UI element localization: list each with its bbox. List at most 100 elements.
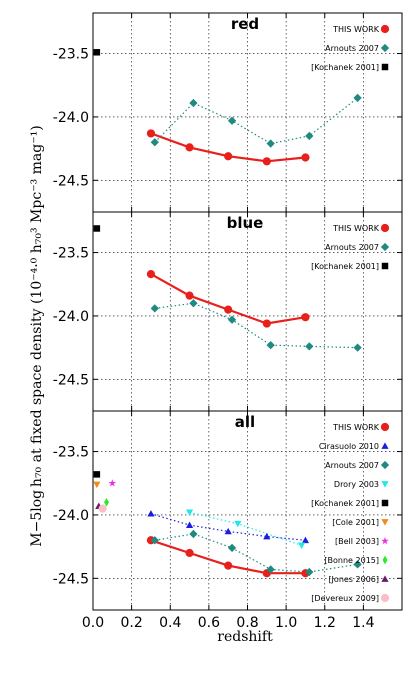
data-point-arnouts-2007 bbox=[227, 116, 237, 125]
x-tick-label: 0.4 bbox=[159, 615, 181, 631]
legend-marker-cole-2001 bbox=[381, 519, 389, 526]
data-point-arnouts-2007 bbox=[305, 131, 314, 141]
x-tick-label: 0.6 bbox=[198, 615, 220, 631]
y-axis-label: M−5log h₇₀ at fixed space density (10⁻⁴·… bbox=[29, 125, 45, 546]
series-line-drory-2003 bbox=[189, 511, 302, 546]
data-point-drory-2003 bbox=[234, 520, 242, 528]
legend-marker-arnouts-2007 bbox=[380, 242, 390, 252]
legend-marker-bell-2003 bbox=[381, 537, 389, 545]
data-point-this-work bbox=[262, 319, 271, 328]
data-point-devereux-2009 bbox=[98, 504, 107, 513]
data-point-bonne-2015 bbox=[103, 497, 110, 507]
legend-marker-cirasuolo-2010 bbox=[381, 442, 389, 449]
y-tick-label: -24.0 bbox=[53, 309, 89, 325]
data-point-cirasuolo-2010 bbox=[224, 527, 232, 535]
data-point-this-work bbox=[185, 143, 194, 152]
data-point-kochanek-2001 bbox=[93, 49, 101, 56]
legend-label-kochanek-2001: [Kochanek 2001] bbox=[311, 63, 379, 72]
y-tick-label: -24.5 bbox=[53, 372, 89, 388]
legend-label-this-work: THIS WORK bbox=[332, 25, 380, 34]
data-point-this-work bbox=[224, 305, 233, 314]
data-point-bell-2003 bbox=[108, 479, 117, 487]
data-point-kochanek-2001 bbox=[93, 225, 101, 232]
data-point-arnouts-2007 bbox=[266, 565, 275, 574]
data-point-arnouts-2007 bbox=[227, 315, 237, 324]
legend-marker-jones-2006 bbox=[381, 575, 389, 582]
data-point-this-work bbox=[224, 561, 233, 570]
panel-red: -23.5 -24.0 -24.5 red THIS WORK Arnouts 2007 [… bbox=[53, 12, 403, 213]
legend-marker-arnouts-2007 bbox=[380, 460, 390, 470]
x-tick-label: 0.0 bbox=[82, 615, 104, 631]
data-point-cirasuolo-2010 bbox=[301, 536, 310, 544]
legend-label-jones-2006: [Jones 2006] bbox=[328, 575, 379, 584]
legend-marker-devereux-2009 bbox=[380, 593, 390, 603]
data-point-arnouts-2007 bbox=[353, 560, 362, 569]
data-point-this-work bbox=[301, 153, 310, 162]
data-point-this-work bbox=[224, 152, 233, 161]
series-line-arnouts-2007 bbox=[154, 302, 358, 349]
x-tick-label: 0.2 bbox=[120, 615, 142, 631]
y-tick-label: -24.5 bbox=[53, 571, 89, 587]
legend-marker-drory-2003 bbox=[381, 481, 389, 488]
data-point-cole-2001 bbox=[93, 481, 101, 489]
data-point-drory-2003 bbox=[185, 509, 194, 517]
data-point-arnouts-2007 bbox=[353, 93, 362, 103]
panel-frame bbox=[92, 410, 403, 611]
x-tick-label: 1.4 bbox=[352, 615, 374, 631]
y-tick-label: -24.0 bbox=[53, 508, 89, 524]
data-point-arnouts-2007 bbox=[227, 543, 237, 553]
legend-label-arnouts-2007: Arnouts 2007 bbox=[325, 461, 379, 470]
legend-marker-this-work bbox=[380, 223, 390, 233]
legend-marker-bonne-2015 bbox=[382, 555, 388, 565]
x-tick-label: 1.2 bbox=[314, 615, 336, 631]
panel-title: blue bbox=[227, 214, 264, 232]
data-point-arnouts-2007 bbox=[305, 567, 314, 577]
legend-label-drory-2003: Drory 2003 bbox=[334, 480, 379, 489]
legend-marker-arnouts-2007 bbox=[380, 43, 390, 53]
data-point-cirasuolo-2010 bbox=[147, 510, 155, 517]
data-point-arnouts-2007 bbox=[353, 343, 362, 352]
legend-marker-kochanek-2001 bbox=[381, 499, 389, 507]
data-point-this-work bbox=[146, 129, 156, 138]
panel-all: -23.5 -24.0 -24.5 all THIS WORK Cirasuolo 201… bbox=[53, 410, 403, 611]
legend-marker-kochanek-2001 bbox=[381, 63, 389, 71]
data-point-cirasuolo-2010 bbox=[263, 532, 271, 540]
legend-label-arnouts-2007: Arnouts 2007 bbox=[325, 243, 379, 252]
data-point-this-work bbox=[301, 313, 310, 322]
legend-label-this-work: THIS WORK bbox=[332, 423, 380, 432]
data-point-this-work bbox=[262, 157, 271, 166]
y-tick-label: -23.5 bbox=[53, 47, 89, 63]
data-point-kochanek-2001 bbox=[93, 471, 101, 478]
data-point-this-work bbox=[185, 548, 194, 558]
panels-layer: -23.5 -24.0 -24.5 red THIS WORK Arnouts 2007 [… bbox=[53, 12, 403, 631]
panel-blue: -23.5 -24.0 -24.5 blue THIS WORK Arnouts 2007… bbox=[53, 211, 403, 412]
data-point-arnouts-2007 bbox=[305, 342, 314, 351]
legend-label-bell-2003: [Bell 2003] bbox=[335, 537, 379, 546]
legend-label-this-work: THIS WORK bbox=[332, 224, 380, 233]
data-point-arnouts-2007 bbox=[266, 340, 275, 350]
legend-label-cole-2001: [Cole 2001] bbox=[332, 518, 379, 527]
legend-label-arnouts-2007: Arnouts 2007 bbox=[325, 44, 379, 53]
data-point-drory-2003 bbox=[297, 542, 306, 549]
legend-marker-kochanek-2001 bbox=[381, 262, 389, 270]
series-line-arnouts-2007 bbox=[154, 533, 358, 573]
data-point-arnouts-2007 bbox=[266, 139, 275, 148]
data-point-this-work bbox=[185, 291, 194, 300]
y-tick-label: -24.0 bbox=[53, 110, 89, 126]
legend-label-kochanek-2001: [Kochanek 2001] bbox=[311, 262, 379, 271]
y-tick-label: -24.5 bbox=[53, 173, 89, 189]
data-point-arnouts-2007 bbox=[150, 536, 159, 545]
legend-label-bonne-2015: [Bonne 2015] bbox=[324, 556, 379, 565]
y-tick-label: -23.5 bbox=[53, 246, 89, 262]
data-point-cirasuolo-2010 bbox=[185, 521, 194, 528]
series-line-cirasuolo-2010 bbox=[150, 513, 306, 541]
legend-marker-this-work bbox=[380, 422, 390, 432]
data-point-arnouts-2007 bbox=[150, 138, 159, 147]
x-tick-label: 0.8 bbox=[236, 615, 258, 631]
series-line-arnouts-2007 bbox=[154, 97, 358, 145]
data-point-arnouts-2007 bbox=[189, 529, 198, 539]
legend-label-cirasuolo-2010: Cirasuolo 2010 bbox=[319, 442, 379, 451]
y-tick-label: -23.5 bbox=[53, 445, 89, 461]
legend-marker-this-work bbox=[380, 24, 390, 34]
